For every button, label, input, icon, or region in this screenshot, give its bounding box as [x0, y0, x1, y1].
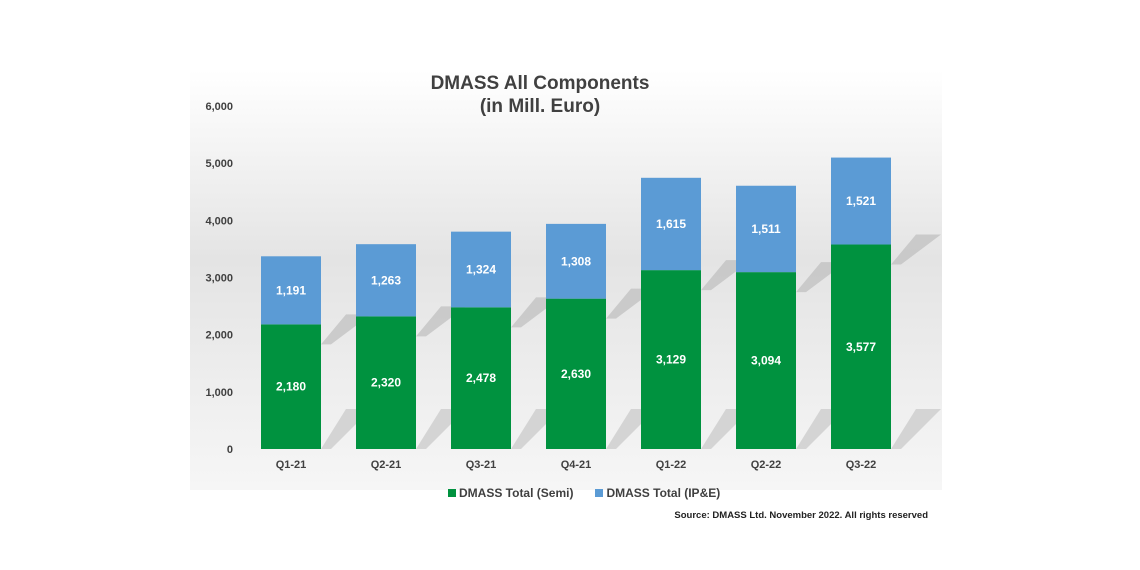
bar-shadow: [891, 409, 941, 449]
bar-ipe: [831, 157, 891, 245]
x-tick-label: Q2-22: [751, 459, 782, 471]
chart-title: DMASS All Components (in Mill. Euro): [330, 72, 750, 118]
x-tick-label: Q1-22: [656, 459, 687, 471]
y-tick-label: 3,000: [205, 273, 233, 285]
data-label-semi: 2,630: [561, 367, 591, 381]
y-tick-label: 2,000: [205, 330, 233, 342]
y-tick-label: 6,000: [205, 101, 233, 113]
data-label-semi: 3,129: [656, 353, 686, 367]
x-tick-label: Q4-21: [561, 459, 592, 471]
y-tick-label: 1,000: [205, 387, 233, 399]
legend-item-ipe: DMASS Total (IP&E): [595, 486, 720, 500]
bar-ipe: [736, 185, 796, 273]
legend-label: DMASS Total (IP&E): [606, 486, 721, 500]
title-line: DMASS All Components: [430, 73, 650, 94]
y-tick-label: 4,000: [205, 215, 233, 227]
data-label-ipe: 1,511: [751, 222, 781, 236]
data-label-ipe: 1,324: [466, 262, 496, 276]
bar-ipe: [451, 231, 511, 308]
data-label-ipe: 1,521: [846, 194, 876, 208]
source-note: Source: DMASS Ltd. November 2022. All ri…: [674, 510, 928, 521]
bar-shadow: [891, 234, 941, 265]
x-tick-label: Q2-21: [371, 459, 402, 471]
bar-ipe: [641, 177, 701, 271]
bar-semi: [641, 270, 701, 449]
legend-label: DMASS Total (Semi): [459, 486, 574, 500]
x-tick-label: Q3-21: [466, 459, 497, 471]
subtitle-line: (in Mill. Euro): [479, 96, 601, 117]
data-label-semi: 3,577: [846, 340, 876, 354]
data-label-semi: 2,180: [276, 380, 306, 394]
y-tick-label: 0: [227, 444, 233, 456]
data-label-semi: 2,320: [371, 376, 401, 390]
bar-semi: [736, 272, 796, 449]
data-label-ipe: 1,308: [561, 254, 591, 268]
bar-ipe: [546, 223, 606, 299]
legend-swatch: [595, 489, 604, 497]
data-label-ipe: 1,263: [371, 273, 401, 287]
data-label-ipe: 1,615: [656, 217, 686, 231]
x-tick-label: Q3-22: [846, 459, 877, 471]
bar-ipe: [356, 244, 416, 317]
data-label-semi: 2,478: [466, 371, 496, 385]
bar-semi: [451, 307, 511, 449]
legend: DMASS Total (Semi) DMASS Total (IP&E): [448, 486, 720, 500]
bar-ipe: [261, 256, 321, 325]
bar-semi: [261, 324, 321, 449]
legend-swatch: [448, 489, 456, 497]
data-label-ipe: 1,191: [276, 283, 306, 297]
bar-semi: [831, 244, 891, 449]
y-tick-label: 5,000: [205, 158, 233, 170]
bar-semi: [356, 316, 416, 449]
data-label-semi: 3,094: [751, 354, 781, 368]
bar-semi: [546, 298, 606, 449]
legend-item-semi: DMASS Total (Semi): [448, 486, 573, 500]
x-tick-label: Q1-21: [276, 459, 307, 471]
